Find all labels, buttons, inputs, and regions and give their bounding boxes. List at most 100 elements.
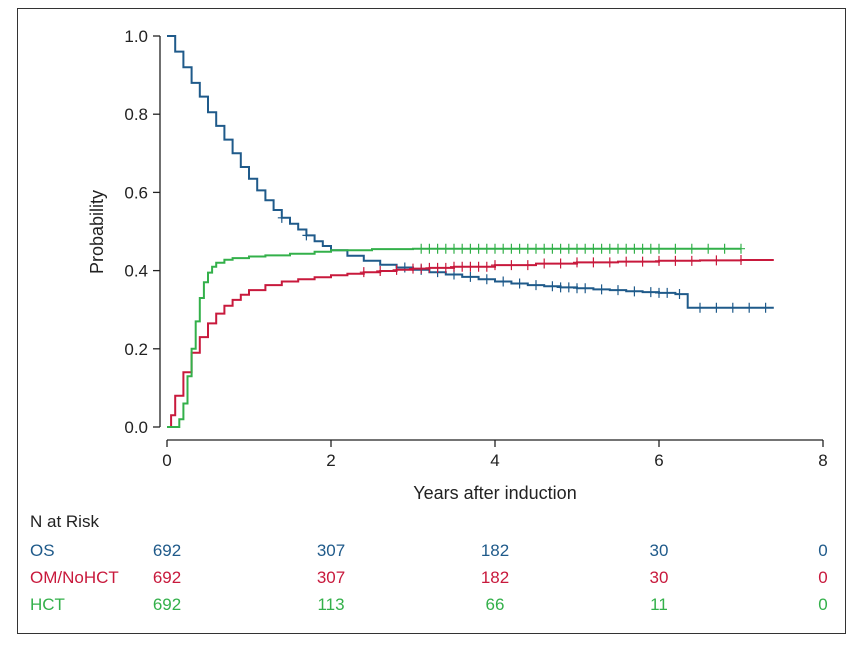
censor-mark bbox=[474, 243, 483, 254]
censor-mark bbox=[507, 260, 516, 271]
censor-mark bbox=[564, 282, 573, 293]
censor-mark bbox=[441, 243, 450, 254]
censor-mark bbox=[687, 243, 696, 254]
y-tick-label: 0.4 bbox=[124, 262, 148, 281]
y-tick-label: 0.0 bbox=[124, 418, 148, 437]
censor-mark bbox=[671, 243, 680, 254]
censor-mark bbox=[532, 280, 540, 291]
censor-mark bbox=[556, 282, 565, 293]
censor-mark bbox=[564, 243, 573, 254]
censor-mark bbox=[655, 243, 663, 254]
censor-mark bbox=[638, 256, 647, 267]
censor-mark bbox=[450, 261, 458, 272]
censor-mark bbox=[532, 243, 540, 254]
censor-mark bbox=[622, 256, 631, 267]
censor-mark bbox=[655, 255, 663, 266]
y-tick-label: 0.6 bbox=[124, 183, 148, 202]
censor-mark bbox=[458, 261, 467, 272]
censor-mark bbox=[540, 243, 549, 254]
censor-mark bbox=[597, 243, 606, 254]
censor-mark bbox=[622, 243, 631, 254]
series-line bbox=[167, 259, 774, 428]
censor-mark bbox=[573, 283, 581, 294]
censor-mark bbox=[614, 285, 622, 296]
censor-mark bbox=[646, 243, 655, 254]
censor-mark bbox=[548, 281, 557, 292]
censor-mark bbox=[425, 243, 434, 254]
censor-mark bbox=[573, 243, 581, 254]
censor-mark bbox=[450, 243, 458, 254]
y-tick-label: 1.0 bbox=[124, 27, 148, 46]
y-tick-label: 0.8 bbox=[124, 105, 148, 124]
censor-mark bbox=[376, 265, 385, 276]
censor-mark bbox=[556, 258, 565, 269]
censor-mark bbox=[417, 243, 426, 254]
censor-mark bbox=[400, 262, 409, 273]
censor-mark bbox=[671, 255, 680, 266]
censor-mark bbox=[614, 243, 622, 254]
censor-mark bbox=[589, 257, 598, 268]
figure-frame bbox=[17, 8, 846, 634]
censor-mark bbox=[573, 257, 581, 268]
censor-mark bbox=[482, 261, 491, 272]
censor-mark bbox=[441, 262, 450, 273]
x-tick-label: 4 bbox=[490, 451, 499, 470]
censor-mark bbox=[482, 274, 491, 285]
censor-mark bbox=[728, 302, 737, 313]
censor-mark bbox=[745, 302, 754, 313]
censor-mark bbox=[556, 243, 565, 254]
censor-mark bbox=[712, 255, 721, 266]
censor-mark bbox=[712, 302, 721, 313]
x-tick-label: 0 bbox=[162, 451, 171, 470]
censor-mark bbox=[499, 243, 508, 254]
censor-mark bbox=[466, 243, 475, 254]
x-tick-label: 6 bbox=[654, 451, 663, 470]
censor-mark bbox=[277, 212, 286, 223]
censor-mark bbox=[507, 243, 516, 254]
series-om-nohct bbox=[167, 255, 774, 428]
censor-mark bbox=[433, 262, 442, 273]
censor-mark bbox=[499, 276, 508, 287]
censor-mark bbox=[581, 283, 590, 294]
censor-mark bbox=[425, 262, 434, 273]
series-layer bbox=[167, 35, 774, 428]
censor-mark bbox=[761, 302, 770, 313]
y-tick-label: 0.2 bbox=[124, 340, 148, 359]
x-axis-label: Years after induction bbox=[413, 483, 576, 503]
censor-mark bbox=[704, 243, 713, 254]
series-hct bbox=[167, 243, 745, 428]
censor-mark bbox=[302, 230, 311, 241]
censor-mark bbox=[737, 243, 745, 254]
censor-mark bbox=[675, 289, 684, 300]
censor-mark bbox=[737, 255, 745, 266]
censor-mark bbox=[581, 243, 590, 254]
y-axis-label: Probability bbox=[87, 190, 107, 274]
censor-mark bbox=[515, 278, 524, 289]
censor-mark bbox=[655, 287, 663, 298]
axes: 0.0 0.2 0.4 0.6 0.8 1.0 0 2 4 6 8 bbox=[124, 27, 827, 470]
censor-mark bbox=[646, 287, 655, 298]
series-os bbox=[167, 35, 774, 313]
censor-mark bbox=[523, 243, 532, 254]
censor-mark bbox=[359, 267, 368, 278]
censor-mark bbox=[638, 243, 647, 254]
series-line bbox=[167, 35, 774, 309]
censor-mark bbox=[597, 284, 606, 295]
censor-mark bbox=[540, 258, 549, 269]
series-line bbox=[167, 247, 741, 428]
censor-mark bbox=[720, 243, 729, 254]
censor-mark bbox=[433, 243, 442, 254]
censor-mark bbox=[392, 264, 401, 275]
censor-mark bbox=[589, 243, 598, 254]
censor-mark bbox=[523, 260, 532, 271]
censor-mark bbox=[466, 271, 475, 282]
censor-mark bbox=[482, 243, 491, 254]
censor-mark bbox=[630, 243, 639, 254]
censor-mark bbox=[466, 261, 475, 272]
censor-mark bbox=[687, 255, 696, 266]
x-tick-label: 8 bbox=[818, 451, 827, 470]
censor-mark bbox=[605, 243, 614, 254]
censor-mark bbox=[605, 257, 614, 268]
censor-mark bbox=[548, 243, 557, 254]
